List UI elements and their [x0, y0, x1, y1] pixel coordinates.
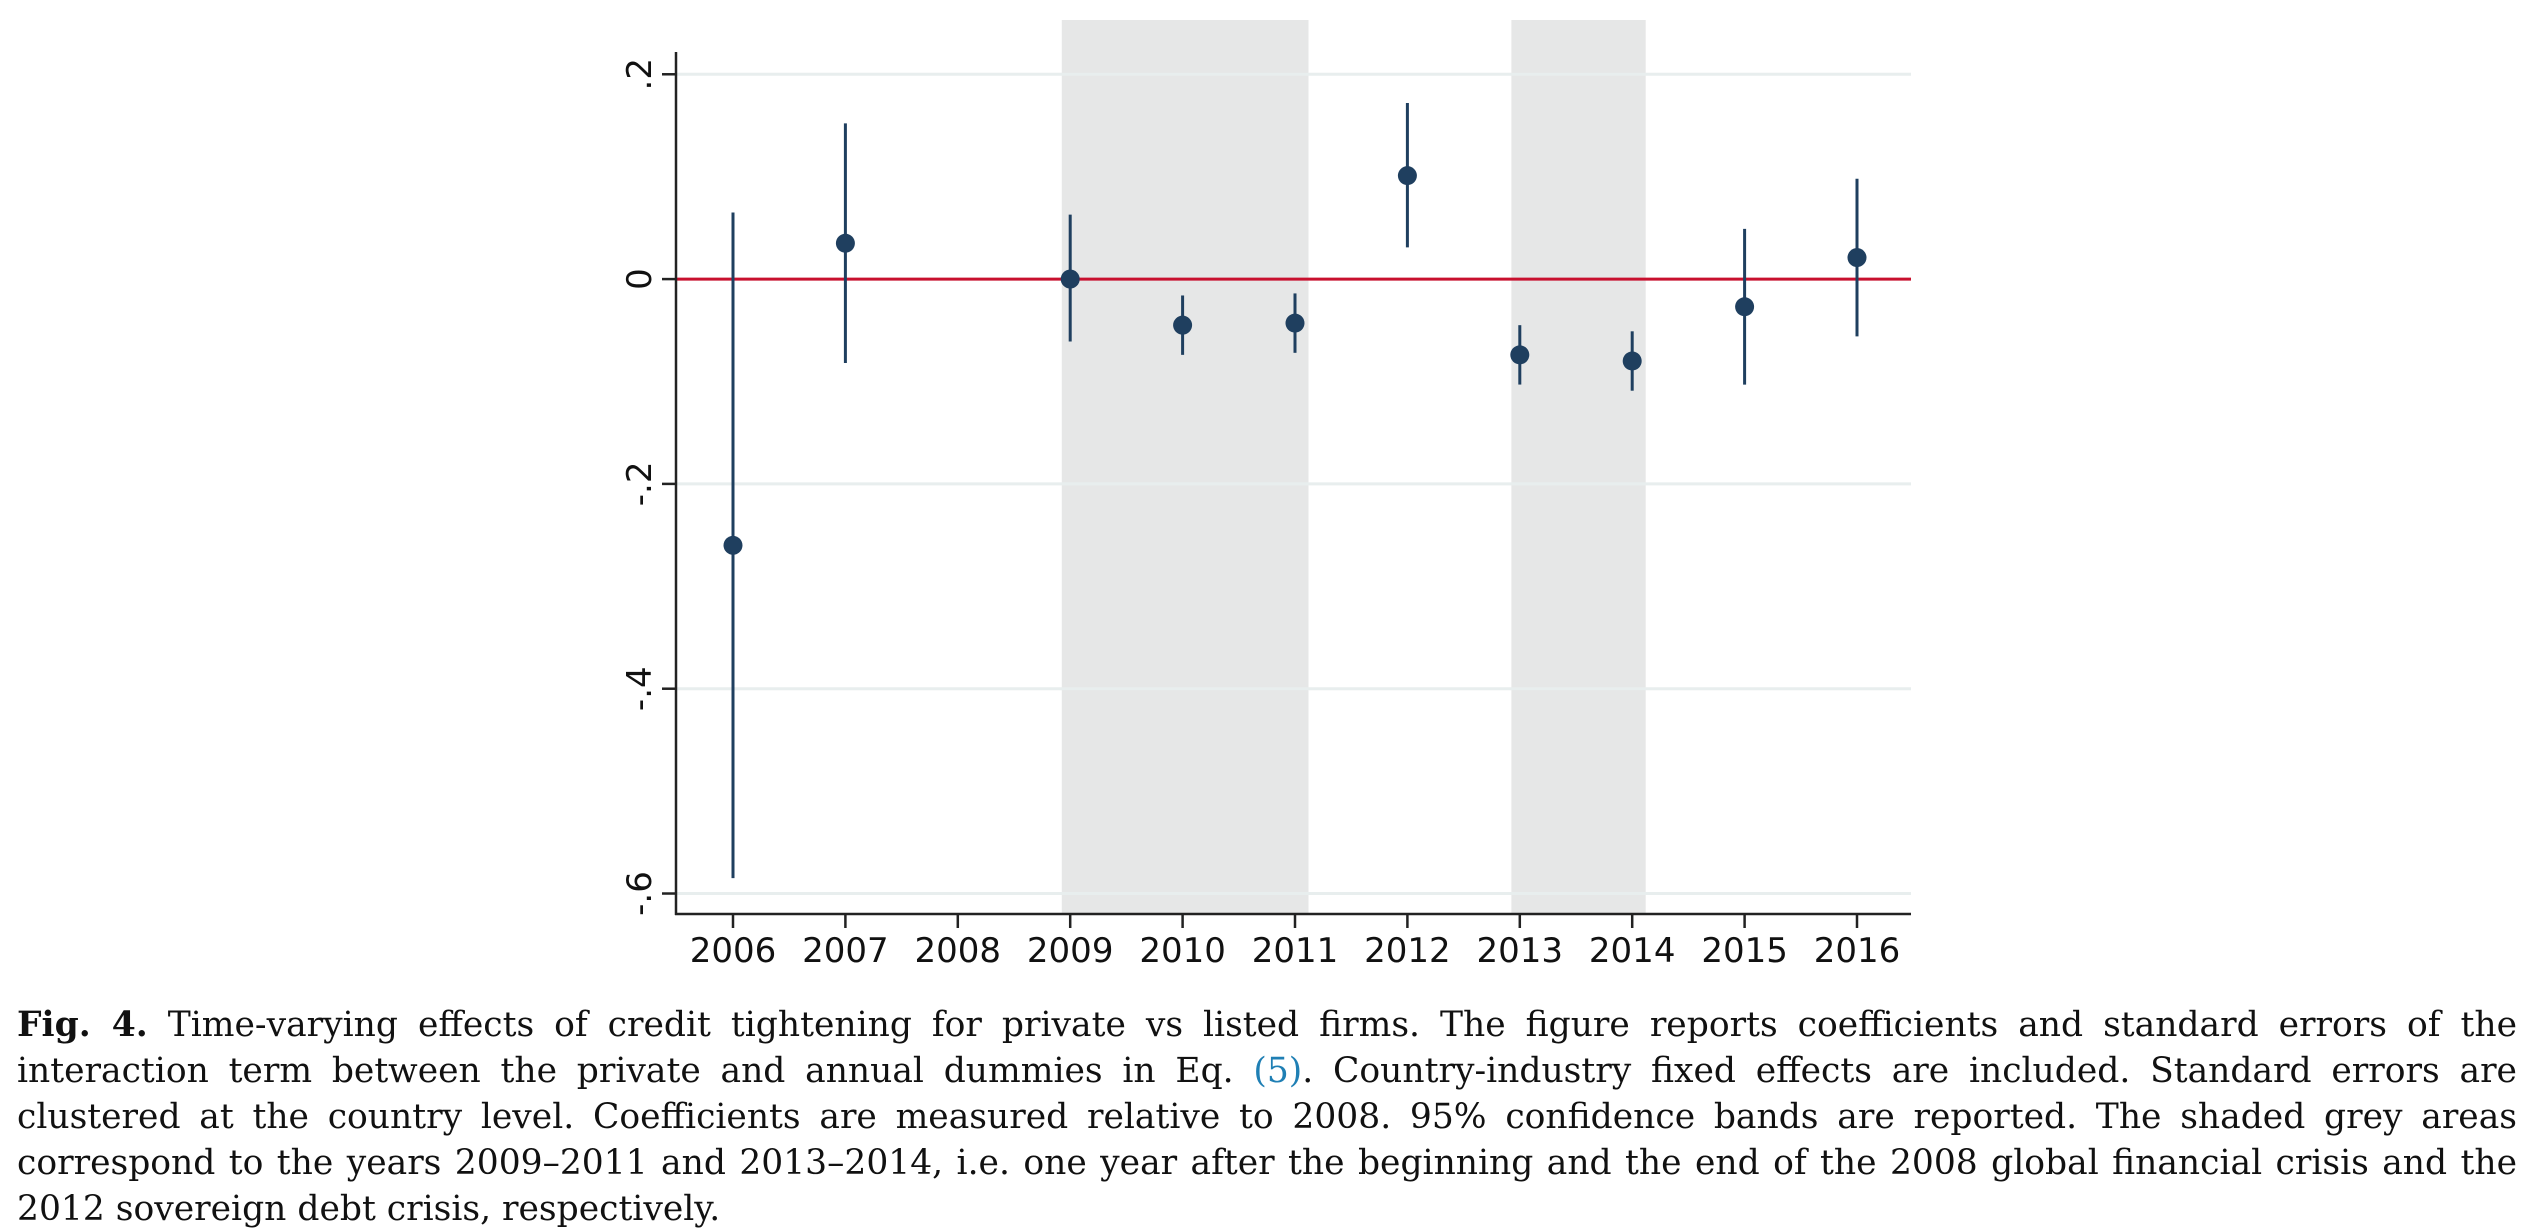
coefficient-point-2014 — [1622, 351, 1642, 371]
y-tick-label: -.6 — [620, 871, 660, 916]
x-tick-label: 2014 — [1589, 931, 1676, 971]
x-tick-label: 2006 — [690, 931, 777, 971]
coefficient-point-2011 — [1285, 313, 1305, 333]
x-tick-label: 2012 — [1364, 931, 1451, 971]
coefficient-point-2012 — [1397, 166, 1417, 186]
shaded-period-2013-2014 — [1511, 20, 1646, 914]
y-tick-label: -.4 — [620, 666, 660, 711]
coefficient-chart: .2 0 -.2 -.4 -.6 2006 2007 2008 2009 2010 2011 2012… — [620, 20, 1911, 971]
equation-reference-link[interactable]: (5) — [1253, 1051, 1303, 1091]
x-tick-label: 2008 — [915, 931, 1002, 971]
coefficient-point-2007 — [835, 233, 855, 253]
coefficient-point-2006 — [723, 535, 743, 555]
figure-label: Fig. 4. — [17, 1005, 148, 1045]
x-tick-label: 2015 — [1701, 931, 1788, 971]
coefficient-point-2015 — [1735, 297, 1755, 317]
caption-text-part-1: Time-varying effects of credit tightenin… — [17, 1005, 2517, 1091]
shaded-period-2009-2011 — [1061, 20, 1309, 914]
caption-text-part-2: . Country-industry fixed effects are inc… — [17, 1051, 2517, 1229]
x-tick-label: 2013 — [1477, 931, 1564, 971]
gridlines — [676, 72, 1911, 896]
x-tick-label: 2016 — [1814, 931, 1901, 971]
coefficient-point-2010 — [1173, 315, 1193, 335]
x-tick-label: 2007 — [802, 931, 889, 971]
shaded-periods — [1061, 20, 1646, 914]
tick-labels: .2 0 -.2 -.4 -.6 2006 2007 2008 2009 2010 2011 2012… — [620, 58, 1900, 971]
x-tick-label: 2011 — [1252, 931, 1339, 971]
coefficient-point-2013 — [1510, 345, 1530, 365]
y-tick-label: .2 — [620, 58, 660, 90]
axes — [662, 52, 1911, 928]
coefficient-point-2016 — [1847, 248, 1867, 268]
x-tick-label: 2010 — [1139, 931, 1226, 971]
y-tick-label: 0 — [620, 268, 660, 290]
coefficient-point-2009 — [1060, 269, 1080, 289]
x-tick-label: 2009 — [1027, 931, 1114, 971]
figure-caption: Fig. 4. Time-varying effects of credit t… — [17, 1002, 2517, 1232]
coefficient-points — [723, 166, 1867, 555]
y-tick-label: -.2 — [620, 462, 660, 507]
